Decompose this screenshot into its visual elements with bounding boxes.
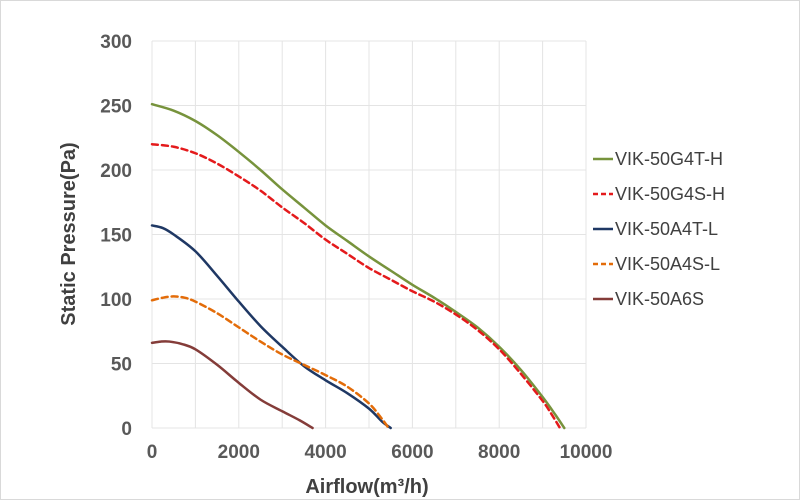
series-line-vik-50a4t-l — [150, 224, 392, 430]
series-line-vik-50a6s — [150, 340, 314, 430]
y-tick-label: 0 — [121, 419, 132, 440]
series-lines — [150, 102, 566, 430]
y-tick-label: 50 — [111, 355, 132, 376]
y-tick-label: 250 — [100, 97, 132, 118]
x-tick-label: 0 — [147, 442, 158, 463]
legend-label: VIK-50A4T-L — [615, 219, 718, 239]
series-line-vik-50g4s-h — [150, 142, 562, 430]
x-tick-label: 4000 — [304, 442, 346, 463]
legend-label: VIK-50A6S — [615, 289, 704, 309]
x-tick-label: 8000 — [478, 442, 520, 463]
x-tick-label: 6000 — [391, 442, 433, 463]
legend-label: VIK-50G4S-H — [615, 184, 725, 204]
y-axis-ticks: 0 50 100 150 200 250 300 — [100, 32, 132, 440]
y-tick-label: 200 — [100, 161, 132, 182]
x-axis-title: Airflow(m³/h) — [305, 476, 428, 498]
x-tick-label: 2000 — [218, 442, 260, 463]
series-line-vik-50g4t-h — [150, 102, 566, 430]
series-line-vik-50a4s-l — [150, 295, 390, 430]
legend: VIK-50G4T-H VIK-50G4S-H VIK-50A4T-L VIK-50A… — [593, 149, 725, 309]
x-tick-label: 10000 — [560, 442, 613, 463]
x-axis-ticks: 0 2000 4000 6000 8000 10000 — [147, 442, 613, 463]
y-tick-label: 300 — [100, 32, 132, 53]
legend-label: VIK-50A4S-L — [615, 254, 720, 274]
y-tick-label: 150 — [100, 226, 132, 247]
legend-label: VIK-50G4T-H — [615, 149, 723, 169]
y-tick-label: 100 — [100, 290, 132, 311]
y-axis-title: Static Pressure(Pa) — [58, 142, 80, 325]
